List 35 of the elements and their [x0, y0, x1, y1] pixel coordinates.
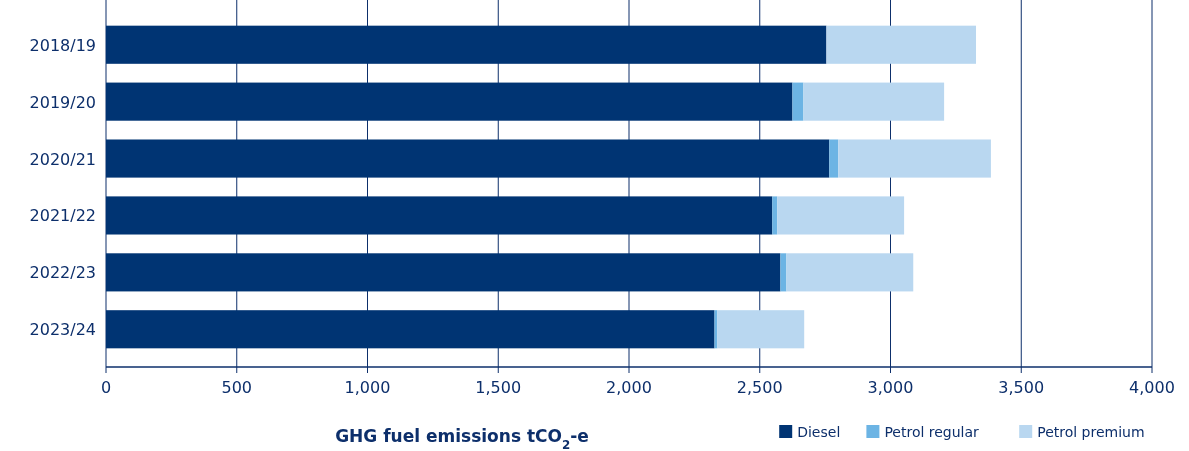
- legend-label: Petrol regular: [884, 424, 980, 440]
- x-tick-label: 3,500: [998, 378, 1045, 397]
- bar: [106, 310, 715, 349]
- x-tick-label: 4,000: [1129, 378, 1175, 397]
- x-tick-label: 1,500: [475, 378, 522, 397]
- bar: [838, 139, 991, 178]
- x-tick-label: 2,000: [606, 378, 652, 397]
- bar: [780, 253, 787, 292]
- bar: [792, 82, 804, 121]
- y-tick-label: 2023/24: [29, 320, 96, 340]
- x-tick-label: 1,000: [344, 378, 391, 397]
- y-tick-label: 2020/21: [29, 149, 96, 169]
- bar: [803, 82, 945, 121]
- bar: [772, 196, 778, 235]
- y-tick-label: 2022/23: [29, 263, 96, 283]
- bar: [829, 139, 839, 178]
- bar: [106, 253, 781, 292]
- bar: [717, 310, 805, 349]
- legend-label: Petrol premium: [1037, 424, 1145, 440]
- bar: [106, 82, 793, 121]
- x-tick-label: 2,500: [736, 378, 783, 397]
- y-tick-label: 2018/19: [29, 35, 96, 55]
- x-tick-label: 3,000: [867, 378, 914, 397]
- bar: [106, 25, 827, 64]
- x-tick-label: 0: [100, 378, 112, 397]
- bar: [777, 196, 905, 235]
- bar: [786, 253, 914, 292]
- y-tick-label: 2021/22: [29, 206, 96, 226]
- x-axis-title: GHG fuel emissions tCO$_{2}$-e: [335, 426, 589, 451]
- bar: [106, 196, 773, 235]
- legend-label: Diesel: [797, 424, 841, 440]
- bar: [826, 25, 977, 64]
- bar: [106, 139, 830, 178]
- x-tick-label: 500: [221, 378, 253, 397]
- y-tick-label: 2019/20: [29, 92, 96, 112]
